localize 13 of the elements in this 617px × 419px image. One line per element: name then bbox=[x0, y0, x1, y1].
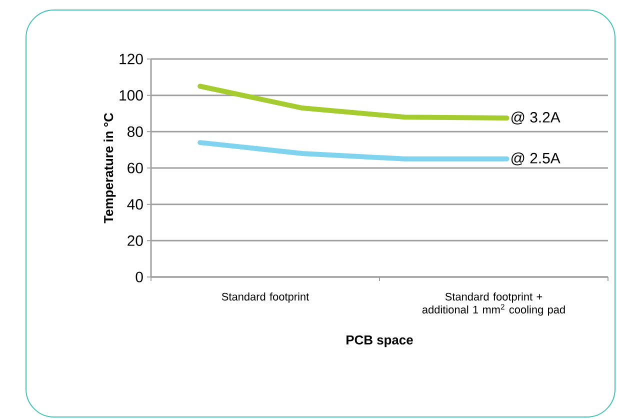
y-tick-label: 60 bbox=[128, 162, 143, 174]
text: Standard footprint + additional 1 mm$^{2}$ cooling pad bbox=[422, 292, 565, 316]
y-tick-label: 40 bbox=[127, 199, 143, 210]
y-tick-label: 20 bbox=[128, 235, 143, 246]
x-axis-title: PCB space bbox=[346, 335, 413, 348]
series-label: @ 2.5A bbox=[511, 152, 560, 166]
text: Standard footprint bbox=[222, 292, 310, 303]
y-tick-label: 100 bbox=[120, 90, 143, 101]
series-label: @ 3.2A bbox=[511, 112, 560, 124]
y-tick-label: 80 bbox=[128, 126, 143, 137]
y-axis-title: Temperature in °C bbox=[104, 112, 116, 224]
y-tick-label: 120 bbox=[120, 54, 143, 64]
y-tick-label: 0 bbox=[136, 272, 143, 282]
